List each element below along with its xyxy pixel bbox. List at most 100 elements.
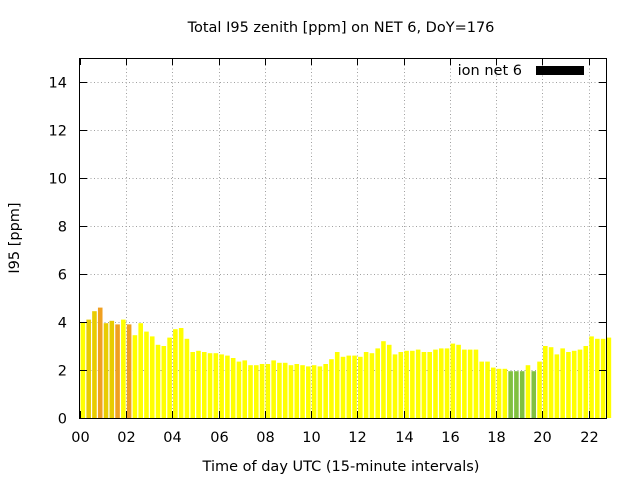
bar — [213, 353, 219, 418]
bar — [242, 360, 248, 418]
bar — [173, 329, 178, 418]
bar — [577, 349, 583, 418]
bar — [421, 352, 427, 418]
y-tick-label: 4 — [58, 316, 67, 332]
bar — [265, 364, 271, 418]
bar — [236, 361, 242, 418]
bar — [375, 348, 380, 418]
x-tick-label: 20 — [533, 430, 551, 446]
bar — [467, 349, 473, 418]
y-tick-label: 12 — [49, 124, 67, 140]
y-tick-label: 6 — [58, 268, 67, 284]
bar — [259, 364, 265, 418]
bar — [571, 350, 577, 418]
legend-label: ion net 6 — [458, 63, 522, 79]
bar — [248, 365, 253, 418]
bar — [479, 361, 485, 418]
bar — [410, 350, 415, 418]
bar — [519, 371, 525, 418]
bar — [184, 338, 190, 418]
bar — [294, 364, 300, 418]
bar — [358, 356, 363, 418]
bar — [508, 371, 513, 418]
bar — [583, 346, 589, 418]
bar — [386, 344, 392, 418]
bar — [427, 352, 432, 418]
bar — [225, 355, 230, 418]
x-tick-label: 02 — [117, 430, 135, 446]
bar — [444, 348, 450, 418]
bar — [433, 349, 438, 418]
bar — [606, 337, 612, 418]
bar — [531, 371, 537, 418]
x-tick-label: 06 — [210, 430, 228, 446]
bar — [340, 356, 346, 418]
bar — [473, 349, 479, 418]
bar — [317, 366, 323, 418]
y-tick-label: 14 — [49, 76, 67, 92]
bar — [115, 324, 120, 418]
bar — [138, 323, 143, 418]
y-tick-label: 2 — [58, 364, 67, 380]
bar — [121, 319, 126, 418]
bar — [277, 362, 282, 418]
bar — [86, 319, 91, 418]
legend-swatch — [536, 66, 584, 75]
bar — [589, 336, 594, 418]
bars — [80, 307, 612, 418]
x-tick-label: 04 — [163, 430, 181, 446]
bar — [600, 338, 606, 418]
x-tick-label: 16 — [441, 430, 459, 446]
bar — [190, 352, 195, 418]
bar — [97, 307, 103, 418]
y-tick-label: 8 — [58, 220, 67, 236]
bar — [462, 349, 467, 418]
bar — [554, 354, 560, 418]
bar — [282, 362, 288, 418]
bar — [178, 328, 184, 418]
bar — [126, 324, 132, 418]
x-tick-label: 22 — [580, 430, 598, 446]
bar — [456, 344, 461, 418]
bar — [381, 341, 386, 418]
bar — [149, 336, 155, 418]
bar — [219, 354, 224, 418]
bar — [167, 337, 172, 418]
chart-title: Total I95 zenith [ppm] on NET 6, DoY=176 — [187, 20, 495, 36]
x-tick-label: 00 — [71, 430, 89, 446]
bar — [346, 355, 352, 418]
x-tick-label: 18 — [487, 430, 505, 446]
bar — [109, 320, 115, 418]
x-tick-label: 10 — [302, 430, 320, 446]
bar — [415, 349, 421, 418]
bar — [363, 352, 369, 418]
bar — [548, 347, 554, 418]
bar — [311, 365, 317, 418]
bar — [144, 331, 149, 418]
y-tick-label: 10 — [49, 172, 67, 188]
bar — [92, 311, 97, 418]
bar — [306, 366, 311, 418]
legend: ion net 6 — [458, 63, 584, 79]
bar — [207, 353, 213, 418]
bar — [566, 352, 571, 418]
bar — [230, 358, 236, 418]
bar — [196, 350, 201, 418]
bar — [398, 352, 404, 418]
bar — [560, 348, 565, 418]
bar — [334, 352, 340, 418]
bar — [392, 354, 398, 418]
bar — [329, 359, 334, 418]
bar — [300, 365, 305, 418]
bar — [491, 367, 496, 418]
bar — [514, 371, 519, 418]
bar — [525, 365, 531, 418]
x-tick-label: 08 — [256, 430, 274, 446]
x-tick-label: 12 — [348, 430, 366, 446]
bar — [201, 352, 207, 418]
bar — [132, 335, 138, 418]
bar — [288, 365, 294, 418]
bar — [404, 350, 409, 418]
